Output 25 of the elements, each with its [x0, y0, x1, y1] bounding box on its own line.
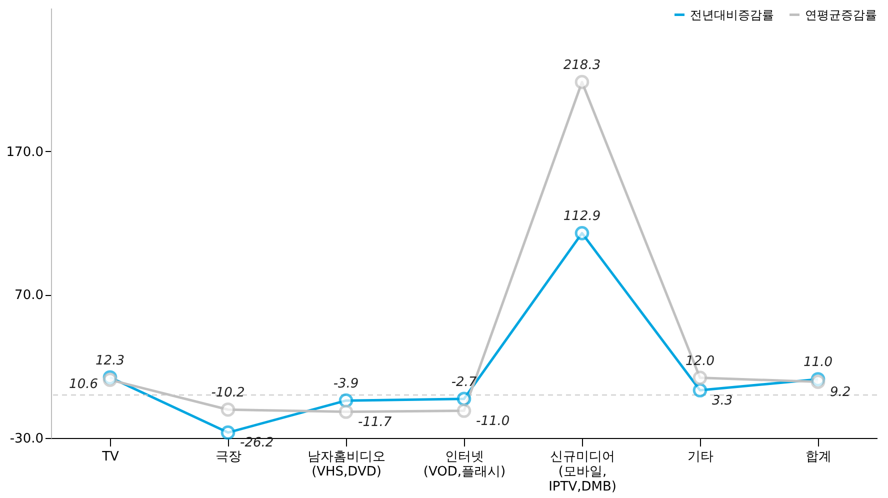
legend-label: 연평균증감률	[805, 8, 877, 22]
y-tick-label: 70.0	[14, 288, 44, 304]
x-tick-label: 합계	[806, 450, 832, 464]
x-tick-label: 남자홈비디오 (VHS,DVD)	[308, 450, 386, 480]
data-label: -11.7	[358, 414, 392, 430]
data-label: 3.3	[712, 393, 733, 408]
y-tick-label: -30.0	[10, 432, 44, 446]
data-label: 112.9	[563, 209, 601, 224]
data-label: 9.2	[830, 384, 851, 400]
x-tick-label: 인터넷 (VOD,플래시)	[423, 450, 506, 480]
data-label: -10.2	[211, 386, 245, 401]
data-label: -11.0	[476, 414, 510, 429]
data-label: -26.2	[240, 436, 274, 451]
x-tick-label: 신규미디어 (모바일, IPTV,DMB)	[548, 450, 616, 494]
y-tick-label: 170.0	[6, 144, 44, 160]
data-label: 218.3	[563, 58, 601, 74]
data-label: 12.0	[686, 354, 714, 369]
data-label: -3.9	[333, 376, 359, 392]
x-tick-label: 기타	[688, 450, 714, 464]
data-label: 11.0	[804, 355, 832, 370]
legend-label: 전년대비증감률	[690, 8, 774, 22]
data-label: 12.3	[96, 353, 124, 368]
x-tick-label: TV	[101, 450, 120, 464]
x-tick-label: 극장	[216, 450, 242, 464]
data-label: 10.6	[69, 376, 98, 392]
